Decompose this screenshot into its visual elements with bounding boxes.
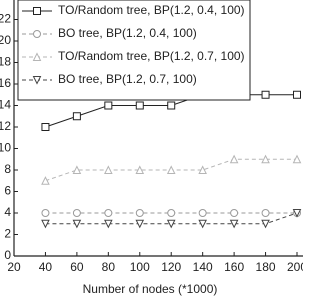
x-tick-label: 140 (193, 260, 213, 274)
marker (167, 101, 176, 110)
marker (166, 219, 176, 229)
legend-label: BO tree, BP(1.2, 0.7, 100) (58, 72, 197, 86)
y-tick-label: 2 (4, 227, 11, 241)
marker (261, 219, 270, 229)
x-tick-label: 160 (224, 260, 244, 274)
y-tick-label: 6 (4, 184, 11, 198)
marker (41, 209, 50, 217)
x-tick-label: 40 (39, 260, 53, 274)
legend-label: TO/Random tree, BP(1.2, 0.4, 100) (58, 3, 245, 17)
marker (135, 165, 145, 174)
marker (104, 101, 113, 110)
y-tick-label: 12 (0, 119, 11, 133)
marker (166, 165, 176, 174)
marker (72, 112, 81, 121)
marker (135, 209, 144, 217)
marker (72, 165, 82, 174)
chart: Number of nodes (*1000) 0 2 4 6 8 10 12 14 16 18 2… (0, 0, 307, 296)
x-tick-label: 100 (130, 260, 150, 274)
marker (167, 209, 176, 217)
legend-marker (33, 30, 41, 38)
marker (292, 209, 302, 218)
y-tick-label: 14 (0, 98, 11, 112)
marker (261, 154, 270, 164)
x-tick-label: 80 (102, 260, 116, 274)
marker (135, 101, 144, 110)
y-tick-label: 20 (0, 33, 11, 47)
y-tick-label: 4 (4, 205, 11, 219)
legend-marker (33, 7, 41, 15)
y-tick-label: 0 (4, 248, 11, 262)
marker (198, 219, 207, 229)
marker (261, 90, 270, 99)
marker (41, 176, 50, 185)
legend-label: TO/Random tree, BP(1.2, 0.7, 100) (58, 49, 245, 63)
x-axis-label: Number of nodes (*1000) (83, 282, 218, 296)
y-tick-label: 10 (0, 141, 11, 155)
marker (229, 219, 239, 229)
legend-marker (32, 52, 42, 61)
marker (72, 219, 82, 229)
marker (230, 209, 239, 217)
y-tick-label: 8 (4, 162, 11, 176)
marker (229, 154, 239, 164)
y-tick-label: 16 (0, 76, 11, 90)
legend-marker (32, 76, 42, 85)
marker (104, 165, 113, 174)
marker (72, 209, 81, 217)
marker (41, 123, 50, 131)
page: Number of nodes (*1000) 0 2 4 6 8 10 12 14 16 18 2… (0, 0, 308, 297)
marker (261, 209, 270, 217)
y-tick-label: 18 (0, 55, 11, 69)
x-tick-label: 60 (70, 260, 84, 274)
marker (198, 165, 207, 174)
x-tick-label: 20 (7, 260, 21, 274)
legend-label: BO tree, BP(1.2, 0.4, 100) (58, 26, 197, 40)
marker (198, 209, 207, 217)
y-tick-label: 22 (0, 12, 11, 26)
legend-box (17, 0, 251, 101)
marker (293, 90, 301, 99)
marker (104, 209, 113, 217)
x-tick-label: 200 (287, 260, 303, 274)
x-tick-label: 180 (256, 260, 276, 274)
marker (41, 219, 50, 229)
marker (135, 219, 145, 229)
x-tick-label: 120 (161, 260, 181, 274)
marker (104, 219, 113, 229)
marker (292, 154, 302, 164)
